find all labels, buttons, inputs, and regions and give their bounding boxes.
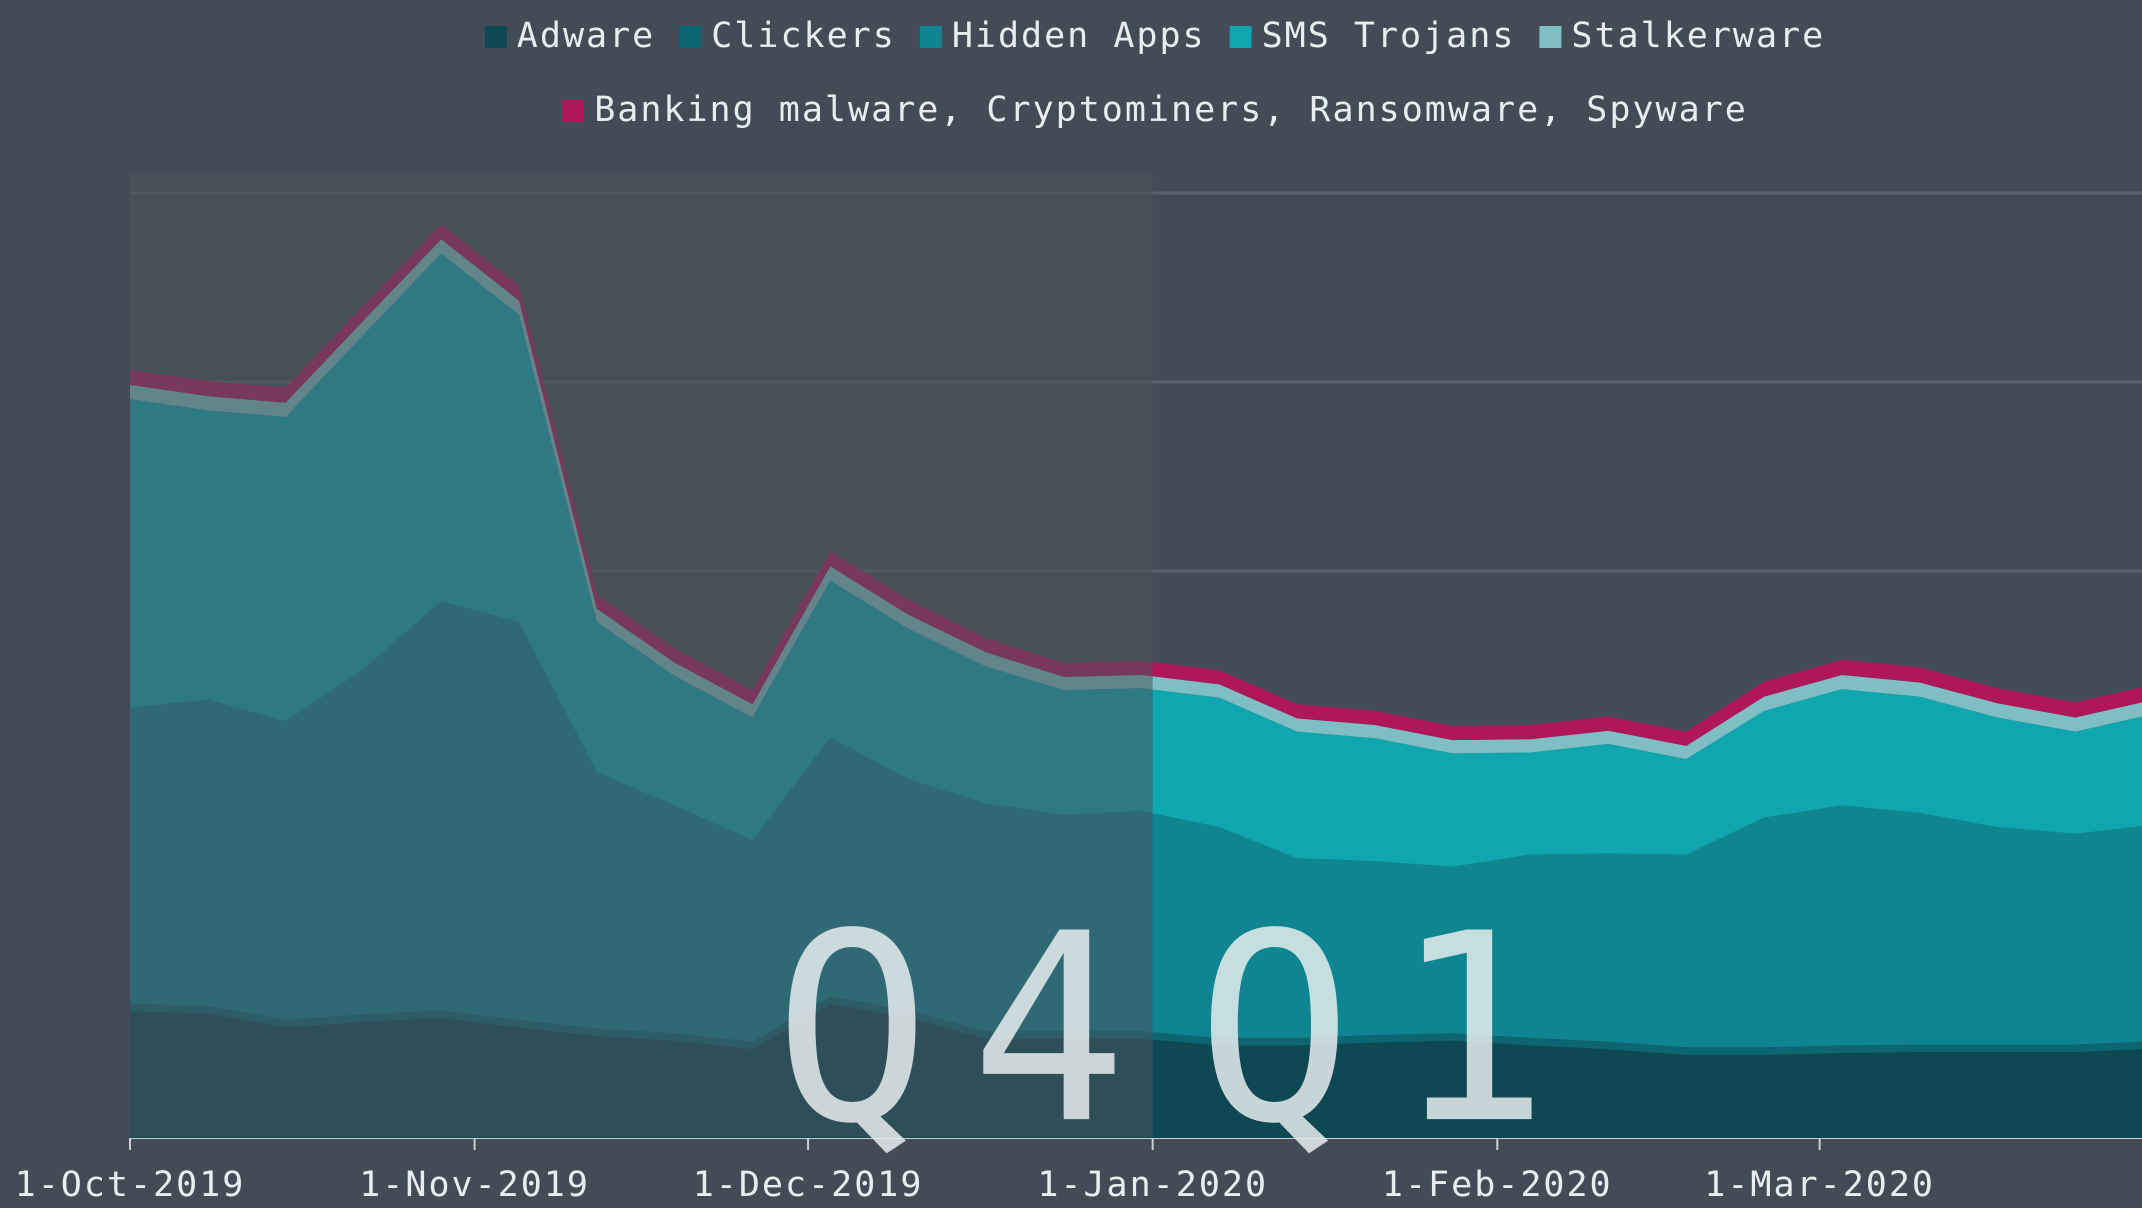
legend-label: Adware <box>517 16 655 56</box>
legend-swatch <box>1229 26 1252 48</box>
quarter-label: Q4 <box>774 879 1167 1181</box>
x-tick-label: 1-Oct-2019 <box>15 1165 246 1205</box>
x-tick-label: 1-Mar-2020 <box>1704 1165 1935 1205</box>
period-shade <box>130 173 1153 1137</box>
legend-row: Banking malware, Cryptominers, Ransomwar… <box>562 90 1748 130</box>
x-tick-label: 1-Dec-2019 <box>693 1165 924 1205</box>
legend-row: Adware Clickers Hidden Apps SMS Trojans Stal… <box>484 16 1825 56</box>
legend-label: Banking malware, Cryptominers, Ransomwar… <box>594 90 1748 130</box>
legend-label: Hidden Apps <box>952 16 1206 56</box>
legend-label: Stalkerware <box>1571 16 1825 56</box>
legend-label: Clickers <box>711 16 896 56</box>
legend-swatch <box>484 26 507 48</box>
legend-swatch <box>679 26 702 48</box>
x-tick-label: 1-Nov-2019 <box>359 1165 590 1205</box>
legend-swatch <box>562 100 585 122</box>
x-tick-label: 1-Feb-2020 <box>1382 1165 1613 1205</box>
legend-swatch <box>919 26 942 48</box>
quarter-label: Q1 <box>1196 879 1589 1181</box>
legend-label: SMS Trojans <box>1262 16 1516 56</box>
legend-swatch <box>1539 26 1562 48</box>
x-tick-label: 1-Jan-2020 <box>1037 1165 1268 1205</box>
